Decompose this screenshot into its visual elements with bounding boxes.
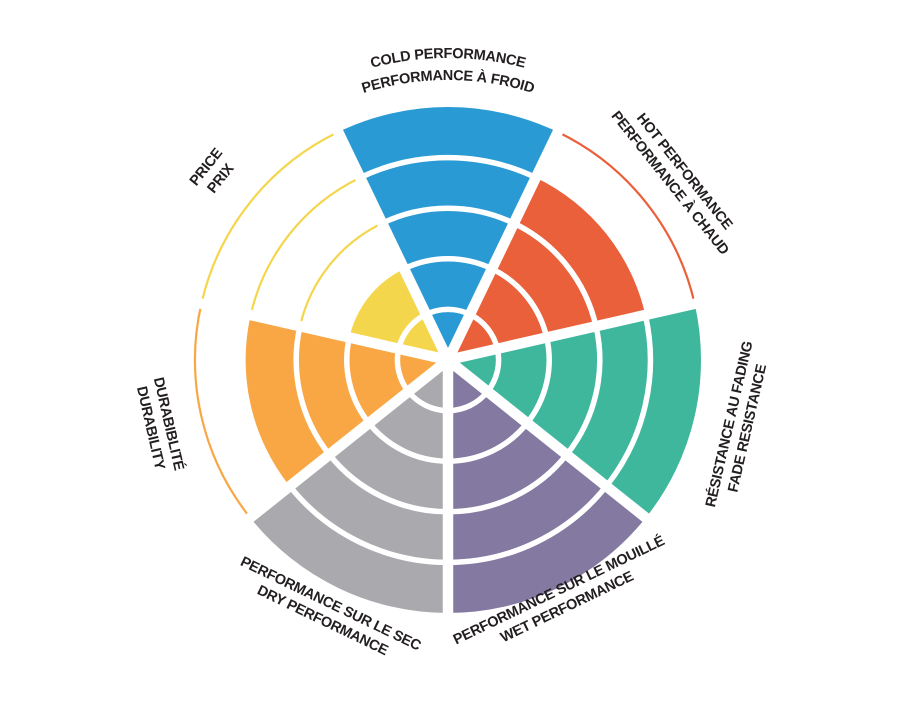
ring-outline-durability-5 bbox=[193, 303, 252, 519]
sector-fill-fade bbox=[448, 303, 702, 518]
ring-divider-fade-4 bbox=[604, 314, 654, 488]
ring-divider-wet-3 bbox=[447, 452, 569, 515]
ring-outline-price-5 bbox=[200, 131, 339, 304]
sector-fill-hot bbox=[448, 177, 646, 360]
sector-hot bbox=[448, 131, 696, 360]
ring-divider-cold-3 bbox=[380, 205, 516, 226]
ring-divider-durability-3 bbox=[293, 325, 332, 457]
ring-divider-hot-3 bbox=[512, 220, 599, 327]
ring-divider-wet-2 bbox=[447, 421, 530, 464]
sector-fill-dry bbox=[250, 360, 448, 613]
sector-gap-3 bbox=[444, 355, 661, 531]
sector-gap-0 bbox=[327, 117, 453, 363]
label-cold-line1: COLD PERFORMANCE bbox=[369, 46, 528, 72]
sector-gap-5 bbox=[235, 355, 452, 531]
sector-fill-wet bbox=[448, 360, 646, 613]
ring-divider-fade-3 bbox=[564, 325, 603, 457]
sector-durability bbox=[193, 303, 448, 519]
ring-divider-fade-2 bbox=[524, 336, 552, 425]
sector-gap-6 bbox=[186, 295, 450, 366]
label-hot-line2: PERFORMANCE À CHAUD bbox=[608, 108, 733, 258]
ring-divider-dry-3 bbox=[327, 452, 449, 515]
label-cold-line2: PERFORMANCE À FROID bbox=[360, 68, 536, 97]
ring-divider-hot-2 bbox=[490, 266, 550, 339]
ring-divider-dry-4 bbox=[287, 484, 449, 566]
sector-dry bbox=[250, 360, 449, 613]
ring-outline-price-4 bbox=[249, 176, 361, 316]
label-hot-line1: HOT PERFORMANCE bbox=[633, 111, 736, 234]
ring-outline-price-3 bbox=[298, 222, 383, 327]
ring-divider-durability-2 bbox=[344, 336, 372, 425]
ring-divider-dry-2 bbox=[366, 421, 449, 464]
sector-wet bbox=[447, 360, 646, 613]
ring-divider-cold-4 bbox=[358, 154, 538, 181]
sector-gap-2 bbox=[446, 295, 710, 366]
ring-outline-hot-5 bbox=[557, 131, 696, 304]
ring-divider-cold-2 bbox=[402, 256, 494, 272]
sector-fill-cold bbox=[338, 106, 558, 360]
sector-gap-1 bbox=[443, 117, 569, 363]
ring-divider-wet-4 bbox=[447, 484, 609, 566]
sector-cold bbox=[338, 106, 558, 360]
sector-fill-price bbox=[349, 268, 448, 360]
